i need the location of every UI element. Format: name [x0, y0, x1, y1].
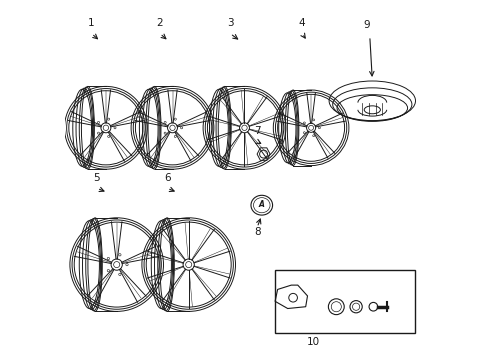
Text: 8: 8	[253, 227, 260, 237]
Text: A: A	[258, 200, 264, 210]
Text: 4: 4	[298, 18, 305, 28]
Text: 3: 3	[226, 18, 233, 28]
Text: 6: 6	[163, 173, 170, 183]
Text: 2: 2	[156, 18, 163, 28]
Text: 5: 5	[93, 173, 100, 183]
Bar	[275, 270, 415, 333]
Text: 10: 10	[305, 337, 319, 347]
Text: 7: 7	[253, 126, 260, 136]
Text: 1: 1	[88, 18, 95, 28]
Text: 9: 9	[363, 20, 369, 30]
